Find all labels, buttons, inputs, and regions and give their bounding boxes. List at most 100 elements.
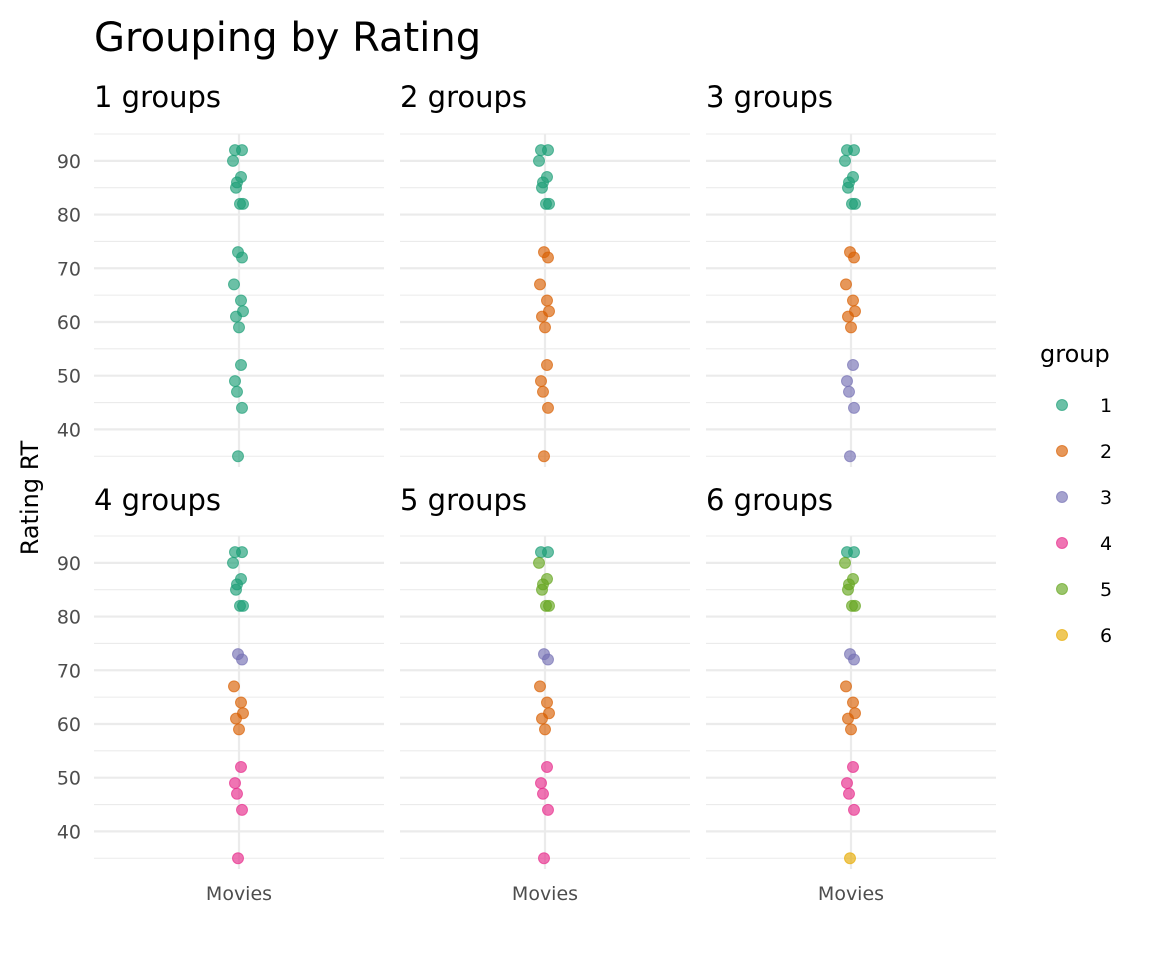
data-point: [539, 723, 551, 736]
data-point: [535, 777, 547, 790]
data-point: [227, 556, 239, 569]
data-point: [537, 385, 549, 398]
y-tick-label: 70: [57, 660, 81, 682]
data-point: [536, 181, 548, 194]
data-point: [849, 599, 861, 612]
legend-label: 2: [1100, 441, 1112, 463]
data-point: [542, 401, 554, 414]
legend-key: [1056, 583, 1068, 595]
facet-panel: 6 groups Movies: [706, 483, 996, 905]
data-point: [847, 696, 859, 709]
facet-title: 1 groups: [94, 80, 221, 114]
data-point: [845, 321, 857, 334]
y-tick-label: 70: [57, 258, 81, 280]
x-tick-label: Movies: [206, 883, 272, 905]
data-point: [536, 712, 548, 725]
data-point: [537, 787, 549, 800]
data-point: [533, 556, 545, 569]
y-tick-label: 60: [57, 312, 81, 334]
data-point: [236, 144, 248, 157]
data-point: [236, 546, 248, 559]
data-point: [542, 803, 554, 816]
data-point: [842, 712, 854, 725]
y-axis-title: Rating RT: [16, 440, 44, 555]
facet-title: 5 groups: [400, 483, 527, 517]
data-point: [229, 375, 241, 388]
data-point: [541, 294, 553, 307]
data-point: [230, 181, 242, 194]
data-point: [534, 680, 546, 693]
data-point: [843, 787, 855, 800]
data-point: [539, 321, 551, 334]
data-point: [228, 680, 240, 693]
data-point: [844, 450, 856, 463]
data-point: [233, 321, 245, 334]
chart-title: Grouping by Rating: [94, 15, 481, 61]
data-point: [233, 723, 245, 736]
y-tick-label: 40: [57, 419, 81, 441]
y-tick-label: 60: [57, 714, 81, 736]
y-tick-label: 40: [57, 821, 81, 843]
data-point: [543, 599, 555, 612]
data-point: [536, 583, 548, 596]
facet-panel: 1 groups 40 50 60 70 80 90: [57, 80, 384, 467]
data-point: [235, 760, 247, 773]
facet-panel: 5 groups Movies: [400, 483, 690, 905]
data-point: [541, 358, 553, 371]
data-point: [848, 546, 860, 559]
legend-key: [1056, 629, 1068, 641]
data-point: [230, 712, 242, 725]
legend-label: 1: [1100, 395, 1112, 417]
data-point: [847, 294, 859, 307]
data-point: [541, 760, 553, 773]
data-point: [842, 310, 854, 323]
legend-key: [1056, 445, 1068, 457]
legend-label: 5: [1100, 579, 1112, 601]
y-tick-label: 90: [57, 553, 81, 575]
legend-label: 3: [1100, 487, 1112, 509]
data-point: [232, 852, 244, 865]
data-point: [236, 803, 248, 816]
data-point: [848, 144, 860, 157]
data-point: [542, 653, 554, 666]
data-point: [841, 777, 853, 790]
data-point: [542, 144, 554, 157]
data-point: [848, 251, 860, 264]
x-tick-label: Movies: [512, 883, 578, 905]
y-tick-label: 80: [57, 607, 81, 629]
data-point: [542, 546, 554, 559]
facet-panel: 4 groups 40 50 60 70 80 90 Movies: [57, 483, 384, 905]
y-tick-label: 80: [57, 205, 81, 227]
data-point: [842, 181, 854, 194]
data-point: [848, 803, 860, 816]
legend-key: [1056, 399, 1068, 411]
facet-panel: 2 groups: [400, 80, 690, 467]
legend-key: [1056, 491, 1068, 503]
data-point: [235, 294, 247, 307]
data-point: [536, 310, 548, 323]
data-point: [235, 358, 247, 371]
x-tick-label: Movies: [818, 883, 884, 905]
data-point: [848, 653, 860, 666]
data-point: [840, 680, 852, 693]
data-point: [538, 852, 550, 865]
data-point: [538, 450, 550, 463]
data-point: [535, 375, 547, 388]
legend-label: 6: [1100, 625, 1112, 647]
data-point: [849, 197, 861, 210]
facet-title: 3 groups: [706, 80, 833, 114]
data-point: [839, 154, 851, 167]
data-point: [842, 583, 854, 596]
facet-title: 4 groups: [94, 483, 221, 517]
data-point: [231, 787, 243, 800]
data-point: [230, 310, 242, 323]
data-point: [229, 777, 241, 790]
data-point: [533, 154, 545, 167]
data-point: [843, 385, 855, 398]
facet-title: 2 groups: [400, 80, 527, 114]
data-point: [237, 599, 249, 612]
data-point: [230, 583, 242, 596]
legend-label: 4: [1100, 533, 1112, 555]
data-point: [847, 760, 859, 773]
y-tick-label: 90: [57, 151, 81, 173]
